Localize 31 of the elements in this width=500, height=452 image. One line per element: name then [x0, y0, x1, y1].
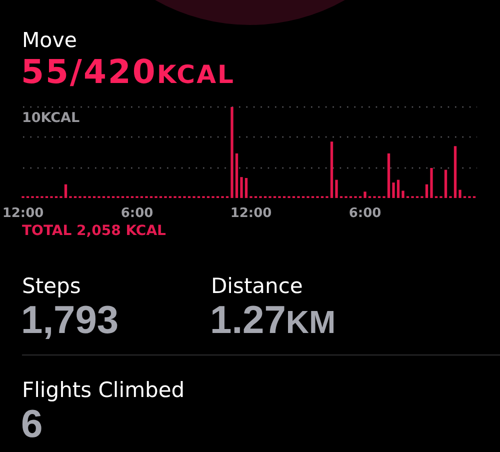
text: Distance — [211, 274, 303, 298]
chart-title: Move — [22, 28, 77, 52]
text: 1,793 — [21, 299, 119, 342]
chart-subtitle: 55/420KCAL — [21, 52, 235, 91]
bar — [64, 184, 68, 198]
bar — [430, 168, 433, 198]
bar — [230, 107, 234, 198]
bar — [454, 146, 457, 198]
x-tick-label: 12:00 — [2, 206, 44, 222]
bar — [392, 182, 395, 198]
bar — [396, 180, 400, 198]
text: Flights Climbed — [22, 378, 185, 402]
text: 1.27KM — [210, 299, 336, 342]
text: TOTAL 2,058 KCAL — [22, 223, 166, 239]
bar — [335, 180, 338, 198]
bar — [364, 192, 366, 198]
x-tick-label: 6:00 — [348, 206, 382, 222]
bar — [458, 190, 462, 198]
bar — [240, 177, 243, 198]
bar — [402, 190, 404, 198]
x-tick-label: 12:00 — [230, 206, 272, 222]
bar — [330, 142, 334, 198]
x-tick-label: 6:00 — [120, 206, 154, 222]
text: 6 — [21, 403, 43, 446]
ref-line-label: 10KCAL — [22, 110, 80, 126]
bar — [235, 153, 238, 198]
text: Steps — [22, 274, 81, 298]
bar — [387, 153, 390, 198]
bar — [244, 178, 248, 198]
bar — [444, 170, 448, 198]
bar — [425, 184, 428, 198]
